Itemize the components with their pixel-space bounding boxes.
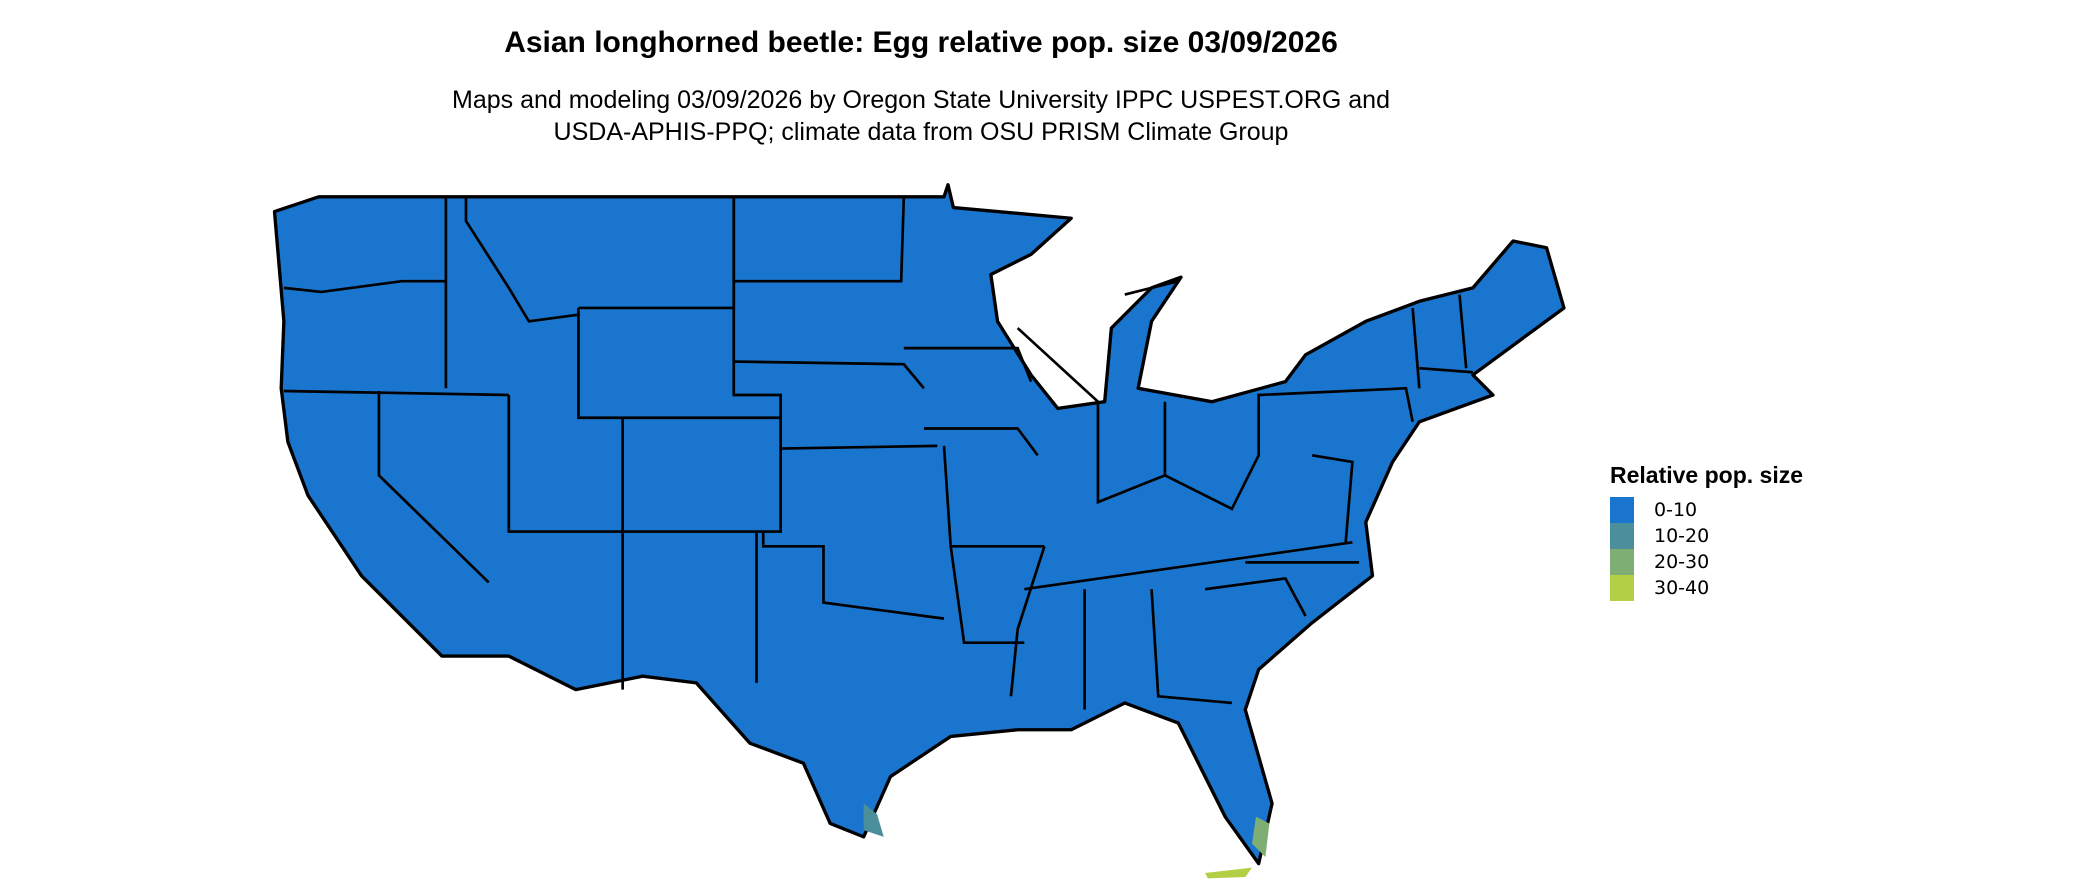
state-border — [1009, 545, 1046, 697]
legend-swatch — [1610, 575, 1634, 601]
state-border — [377, 390, 490, 584]
state-border — [903, 346, 1033, 383]
south-florida-patch — [1251, 816, 1270, 857]
state-border — [761, 531, 945, 620]
legend-label: 20-30 — [1654, 551, 1710, 573]
state-border — [923, 427, 1039, 457]
state-border — [1024, 540, 1353, 591]
state-border — [1311, 453, 1354, 543]
state-border — [1257, 386, 1414, 423]
state-border — [283, 389, 509, 397]
us-outline — [272, 183, 1566, 866]
state-border — [1411, 307, 1421, 389]
state-border — [733, 360, 925, 390]
state-border — [1016, 327, 1099, 403]
legend-item: 30-40 — [1610, 575, 1803, 601]
state-border — [622, 416, 782, 533]
subtitle-line-2: USDA-APHIS-PPQ; climate data from OSU PR… — [553, 118, 1289, 146]
legend: Relative pop. size 0-10 10-20 20-30 30-40 — [1610, 462, 1803, 601]
legend-label: 0-10 — [1654, 499, 1698, 521]
legend-item: 20-30 — [1610, 549, 1803, 575]
florida-keys-patch — [1205, 867, 1252, 879]
state-border — [1458, 294, 1468, 369]
legend-label: 10-20 — [1654, 525, 1710, 547]
legend-label: 30-40 — [1654, 577, 1710, 599]
state-border — [1164, 401, 1260, 511]
legend-swatch — [1610, 497, 1634, 523]
state-border — [1150, 589, 1233, 705]
state-border — [949, 546, 1025, 645]
state-border — [1419, 366, 1474, 374]
state-borders — [283, 196, 1474, 710]
state-border — [1204, 576, 1307, 617]
legend-item: 0-10 — [1610, 497, 1803, 523]
map-subtitle: Maps and modeling 03/09/2026 by Oregon S… — [0, 84, 1842, 148]
state-border — [732, 196, 782, 418]
subtitle-line-1: Maps and modeling 03/09/2026 by Oregon S… — [452, 86, 1390, 114]
state-border — [733, 196, 906, 283]
state-border — [577, 307, 623, 420]
legend-swatch — [1610, 523, 1634, 549]
state-border — [1124, 279, 1179, 296]
south-texas-patch — [863, 803, 884, 837]
state-border — [780, 444, 938, 450]
state-border — [283, 279, 446, 294]
state-border — [464, 196, 579, 323]
map-title: Asian longhorned beetle: Egg relative po… — [504, 26, 1338, 59]
legend-swatch — [1610, 549, 1634, 575]
legend-item: 10-20 — [1610, 523, 1803, 549]
state-border — [1096, 401, 1167, 505]
legend-title: Relative pop. size — [1610, 462, 1804, 488]
state-border — [507, 395, 623, 533]
